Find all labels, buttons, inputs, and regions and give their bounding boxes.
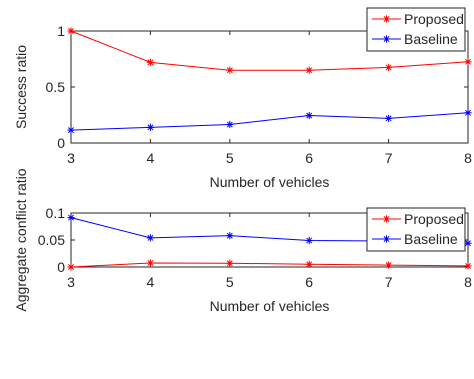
chart-1: 3 4 5 6 7 8 0 0.5 1 Number of vehicles Success rat… [13,7,472,190]
data-point [305,66,313,74]
x-tick-label: 8 [464,150,472,166]
data-point [146,234,154,242]
x-tick-label: 4 [147,274,155,290]
x-tick-label: 6 [305,150,313,166]
data-point [146,123,154,131]
x-tick-label: 5 [226,150,234,166]
data-point [67,27,75,35]
data-point [226,232,234,240]
legend-marker [382,15,391,23]
legend-marker [382,215,391,223]
x-tick-label: 5 [226,274,234,290]
legend-label: Baseline [404,31,458,47]
data-point [464,109,472,117]
data-point [226,66,234,74]
x-tick-label: 7 [385,150,393,166]
legend-box [366,7,466,52]
x-tick-label: 4 [147,150,155,166]
y-tick-label: 1 [57,23,65,39]
legend: Proposed Baseline [366,207,466,252]
y-tick-label: 0 [57,135,65,151]
legend-item: Baseline [372,31,458,47]
data-point [464,58,472,66]
data-point [226,259,234,267]
y-tick-label: 0.05 [38,232,65,248]
data-point [385,63,393,71]
legend-marker [382,235,391,243]
legend-item: Proposed [372,11,464,27]
data-point [385,114,393,122]
x-tick-label: 3 [67,150,75,166]
data-point [464,239,472,247]
y-axis-label: Success ratio [13,45,29,129]
series-proposed [67,27,472,74]
data-point [305,260,313,268]
x-tick-label: 8 [464,274,472,290]
legend: Proposed Baseline [366,7,466,52]
legend-box [366,207,466,252]
series-line [70,30,469,71]
x-tick-label: 7 [385,274,393,290]
x-axis-label: Number of vehicles [210,298,330,314]
x-tick-label: 6 [305,274,313,290]
data-point [305,236,313,245]
y-axis-label: Aggregate conflict ratio [13,168,29,311]
data-point [67,263,75,271]
data-point [67,213,75,222]
data-point [385,261,393,269]
legend-label: Baseline [404,231,458,247]
x-axis-label: Number of vehicles [210,174,330,190]
x-tick-label: 3 [67,274,75,290]
legend-label: Proposed [404,11,464,27]
chart-2: 3 4 5 6 7 8 0 0.05 0.1 Number of vehicles Aggregat… [13,168,472,314]
data-point [67,126,75,134]
series-line [70,262,469,268]
legend-item: Proposed [372,211,464,227]
y-tick-label: 0 [57,259,65,275]
series-baseline [67,109,472,134]
data-point [305,111,313,120]
series-line [70,112,469,131]
y-tick-label: 0.1 [46,205,66,221]
data-point [226,120,234,129]
data-point [464,262,472,270]
data-point [146,259,154,267]
data-point [146,58,154,66]
legend-marker [382,35,391,43]
y-tick-label: 0.5 [46,79,66,95]
legend-label: Proposed [404,211,464,227]
legend-item: Baseline [372,231,458,247]
series-proposed [67,259,472,271]
